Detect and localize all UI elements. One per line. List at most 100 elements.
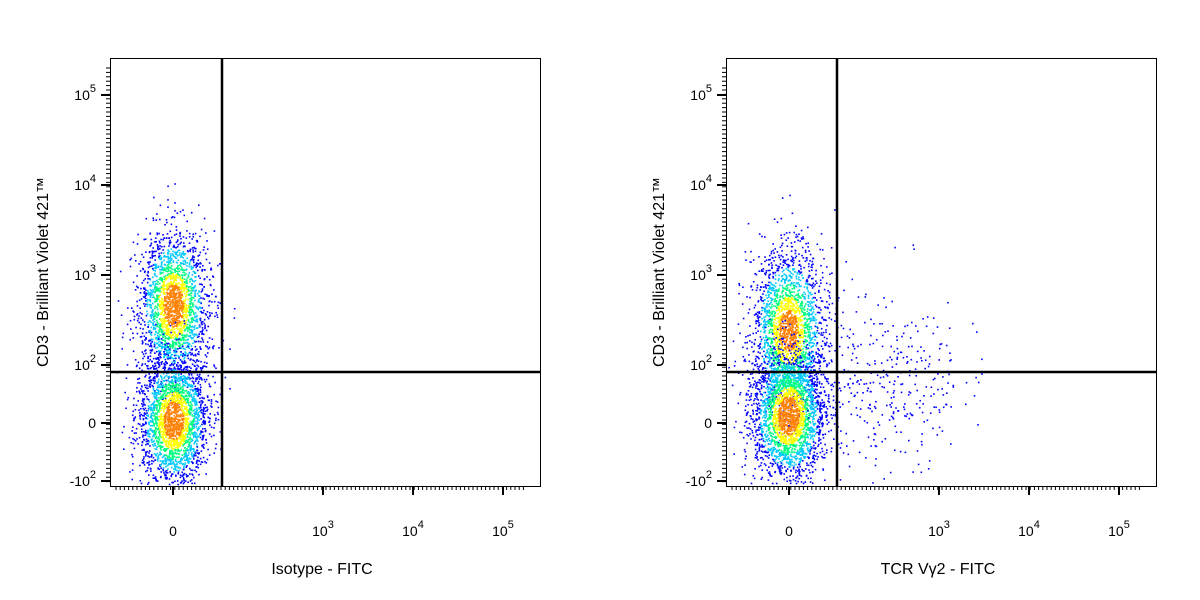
event-dot bbox=[154, 422, 157, 425]
event-dot bbox=[196, 428, 199, 430]
event-dot bbox=[150, 334, 153, 336]
event-dot bbox=[174, 268, 176, 270]
event-dot bbox=[159, 323, 162, 325]
event-dot bbox=[129, 471, 131, 473]
event-dot bbox=[182, 401, 185, 403]
event-dot bbox=[155, 240, 157, 243]
event-dot bbox=[180, 327, 182, 330]
event-dot bbox=[172, 455, 175, 458]
event-dot bbox=[201, 408, 203, 411]
event-dot bbox=[774, 291, 776, 294]
event-dot bbox=[139, 464, 141, 467]
event-dot bbox=[176, 380, 178, 382]
event-dot bbox=[128, 436, 131, 439]
event-dot bbox=[194, 276, 196, 278]
event-dot bbox=[157, 322, 160, 325]
event-dot bbox=[198, 204, 200, 206]
event-dot bbox=[173, 432, 175, 434]
event-dot bbox=[162, 308, 164, 310]
event-dot bbox=[195, 422, 198, 425]
event-dot bbox=[172, 281, 175, 284]
event-dot bbox=[142, 357, 144, 360]
event-dot bbox=[209, 315, 211, 318]
event-dot bbox=[155, 237, 157, 239]
event-dot bbox=[188, 311, 190, 314]
event-dot bbox=[155, 264, 158, 266]
event-dot bbox=[161, 395, 163, 397]
event-dot bbox=[163, 404, 165, 406]
event-dot bbox=[191, 428, 193, 431]
event-dot bbox=[175, 285, 178, 287]
event-dot bbox=[190, 394, 192, 397]
event-dot bbox=[157, 401, 160, 404]
event-dot bbox=[180, 285, 183, 287]
event-dot bbox=[167, 284, 169, 287]
event-dot bbox=[152, 364, 154, 367]
event-dot bbox=[200, 262, 202, 265]
event-dot bbox=[165, 405, 167, 408]
event-dot bbox=[173, 276, 176, 278]
event-dot bbox=[135, 260, 137, 262]
event-dot bbox=[830, 414, 832, 416]
event-dot bbox=[164, 413, 167, 416]
event-dot bbox=[181, 286, 183, 289]
event-dot bbox=[158, 419, 161, 421]
event-dot bbox=[209, 314, 211, 316]
event-dot bbox=[158, 405, 161, 407]
event-dot bbox=[146, 384, 148, 387]
event-dot bbox=[171, 398, 173, 400]
event-dot bbox=[184, 462, 187, 464]
event-dot bbox=[121, 348, 123, 350]
event-dot bbox=[159, 277, 162, 279]
event-dot bbox=[165, 476, 167, 479]
event-dot bbox=[151, 254, 153, 257]
event-dot bbox=[181, 431, 184, 433]
event-dot bbox=[154, 274, 156, 277]
event-dot bbox=[174, 400, 176, 403]
event-dot bbox=[193, 382, 195, 385]
event-dot bbox=[191, 247, 194, 249]
event-dot bbox=[791, 308, 794, 311]
event-dot bbox=[182, 283, 184, 286]
event-dot bbox=[156, 300, 158, 302]
event-dot bbox=[170, 368, 173, 370]
event-dot bbox=[188, 272, 191, 274]
event-dot bbox=[169, 286, 171, 288]
event-dot bbox=[192, 334, 194, 336]
event-dot bbox=[185, 401, 188, 404]
event-dot bbox=[190, 393, 193, 396]
event-dot bbox=[173, 372, 175, 375]
event-dot bbox=[211, 301, 213, 303]
event-dot bbox=[177, 450, 179, 452]
event-dot bbox=[190, 388, 192, 391]
event-dot bbox=[171, 382, 173, 384]
event-dot bbox=[172, 320, 174, 323]
event-dot bbox=[171, 393, 173, 396]
event-dot bbox=[147, 421, 150, 424]
event-dot bbox=[198, 291, 200, 293]
event-dot bbox=[210, 426, 213, 429]
event-dot bbox=[188, 412, 190, 414]
event-dot bbox=[160, 342, 162, 344]
event-dot bbox=[157, 335, 159, 337]
event-dot bbox=[782, 259, 785, 261]
event-dot bbox=[180, 376, 182, 378]
event-dot bbox=[191, 414, 193, 416]
event-dot bbox=[182, 304, 184, 306]
event-dot bbox=[152, 430, 154, 432]
event-dot bbox=[181, 339, 183, 341]
event-dot bbox=[172, 390, 175, 393]
event-dot bbox=[156, 337, 158, 339]
event-dot bbox=[176, 284, 178, 286]
event-dot bbox=[158, 232, 160, 235]
event-dot bbox=[133, 438, 136, 441]
event-dot bbox=[177, 396, 180, 398]
event-dot bbox=[164, 274, 167, 277]
event-dot bbox=[183, 310, 185, 313]
event-dot bbox=[154, 254, 156, 257]
event-dot bbox=[155, 408, 158, 411]
event-dot bbox=[157, 455, 160, 457]
event-dot bbox=[192, 319, 195, 321]
event-dot bbox=[181, 285, 184, 287]
event-dot bbox=[152, 323, 155, 326]
